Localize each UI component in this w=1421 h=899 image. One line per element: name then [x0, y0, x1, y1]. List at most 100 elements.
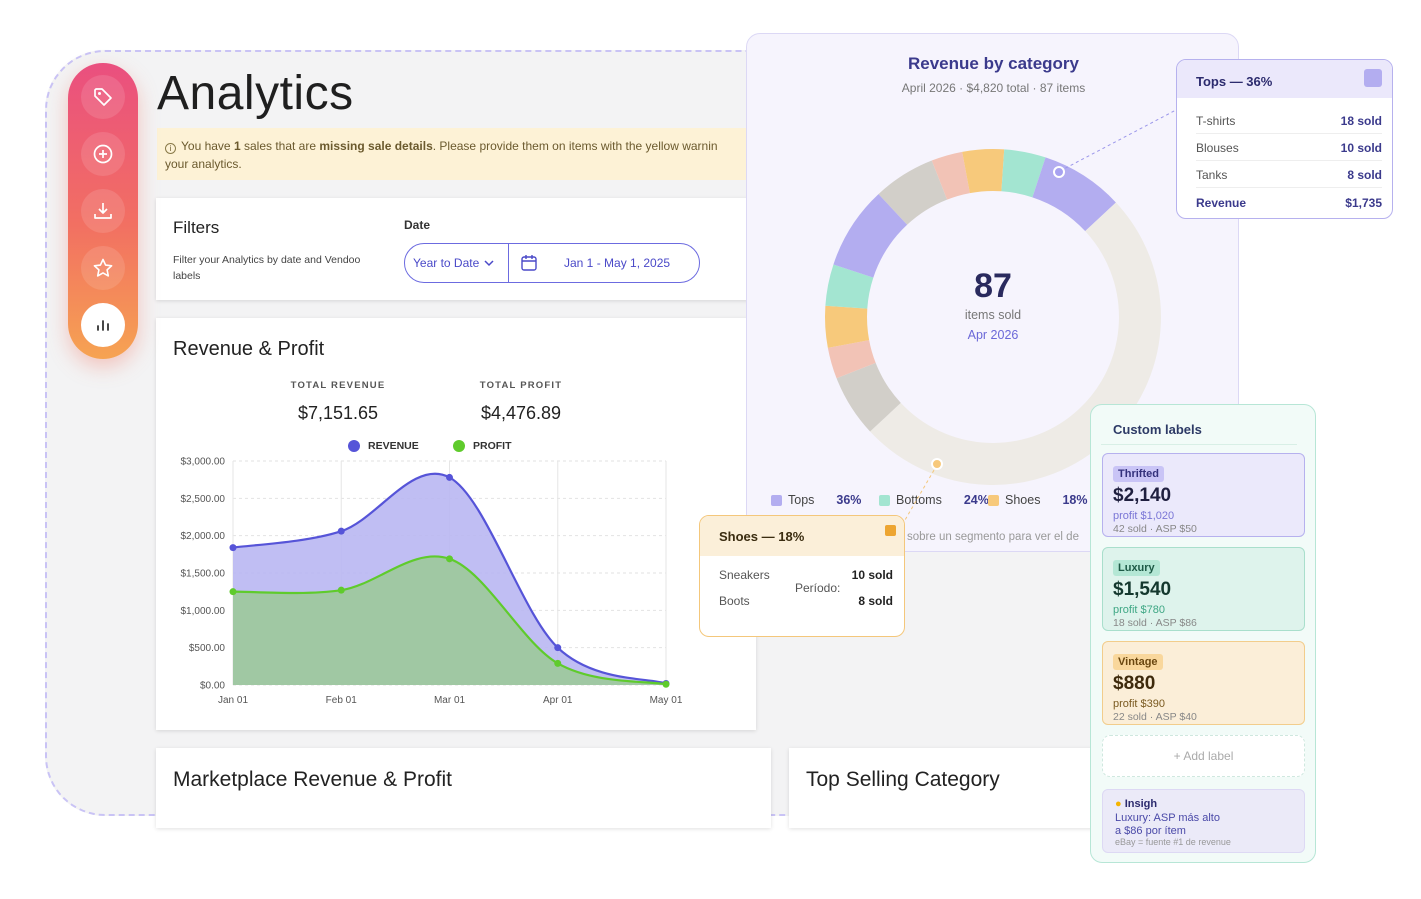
filters-description: Filter your Analytics by date and Vendoo… [173, 254, 361, 282]
lightbulb-icon: ● [1115, 798, 1122, 810]
row-label: T-shirts [1196, 114, 1236, 128]
filters-card: Filters Filter your Analytics by date an… [156, 198, 756, 300]
x-tick-label: Feb 01 [326, 695, 358, 706]
data-point [554, 659, 562, 667]
label-amount: $880 [1113, 673, 1156, 694]
row-value: 8 sold [1347, 168, 1382, 182]
insight-line: eBay = fuente #1 de revenue [1115, 837, 1231, 847]
tops-row-tanks: Tanks 8 sold [1196, 168, 1382, 188]
tops-row-tshirts: T-shirts 18 sold [1196, 114, 1382, 134]
tops-tooltip-title: Tops — 36% [1196, 74, 1273, 89]
label-amount: $2,140 [1113, 485, 1172, 506]
legend-shoes[interactable]: Shoes 18% [988, 493, 1087, 507]
total-profit-label: TOTAL PROFIT [479, 380, 563, 391]
shoes-legend-pct: 18% [1062, 493, 1088, 507]
donut-segment [833, 194, 908, 279]
y-tick-label: $500.00 [189, 643, 226, 654]
donut-subtitle: April 2026 · $4,820 total · 87 items [901, 81, 1086, 95]
shoes-period-label: Período: [795, 581, 841, 595]
tops-row-blouses: Blouses 10 sold [1196, 141, 1382, 161]
total-profit-kpi: TOTAL PROFIT $4,476.89 [451, 380, 591, 424]
label-badge: Vintage [1113, 654, 1163, 670]
range-select-value: Year to Date [413, 256, 480, 270]
custom-labels-panel: Custom labels Thrifted $2,140 profit $1,… [1090, 404, 1316, 863]
label-profit: profit $1,020 [1113, 510, 1175, 522]
info-icon: i [165, 143, 176, 154]
revenue-profit-title: Revenue & Profit [173, 338, 325, 360]
x-tick-label: Apr 01 [543, 695, 573, 706]
warning-count: 1 [233, 139, 241, 153]
sidebar-item-favorites[interactable] [81, 246, 125, 290]
label-card-vintage[interactable]: Vintage $880 profit $390 22 sold · ASP $… [1102, 641, 1305, 725]
bottoms-swatch [879, 494, 890, 506]
donut-segment [878, 160, 948, 226]
page-title: Analytics [157, 67, 354, 120]
insight-card: ● Insigh Luxury: ASP más alto a $86 por … [1102, 789, 1305, 853]
tops-legend-label: Tops [788, 493, 815, 507]
missing-details-warning: i You have 1 sales that are missing sale … [157, 128, 757, 180]
label-card-luxury[interactable]: Luxury $1,540 profit $780 18 sold · ASP … [1102, 547, 1305, 631]
row-label: Blouses [1196, 141, 1239, 155]
date-filter: Year to Date Jan 1 - May 1, 2025 [404, 243, 700, 283]
chevron-down-icon [484, 260, 494, 267]
data-point [337, 586, 345, 594]
label-card-thrifted[interactable]: Thrifted $2,140 profit $1,020 42 sold · … [1102, 453, 1305, 537]
star-icon [93, 258, 113, 277]
revenue-profit-card: Revenue & Profit TOTAL REVENUE $7,151.65… [156, 318, 756, 730]
bar-chart-icon [97, 320, 109, 331]
insight-title: Insigh [1124, 798, 1158, 810]
legend-revenue[interactable]: REVENUE [348, 440, 419, 452]
donut-segment [962, 149, 1005, 194]
range-select[interactable]: Year to Date [405, 244, 509, 282]
donut-center-period: Apr 2026 [967, 328, 1019, 342]
sidebar-item-labels[interactable] [81, 75, 125, 119]
label-badge: Luxury [1113, 560, 1160, 576]
shoes-row-sneakers-value: 10 sold [851, 568, 893, 582]
y-tick-label: $3,000.00 [181, 457, 226, 468]
add-label-button[interactable]: + Add label [1102, 735, 1305, 777]
label-profit: profit $390 [1113, 698, 1165, 710]
tops-color-swatch [1364, 69, 1382, 87]
revenue-profit-chart: $0.00 $500.00 $1,000.00 $1,500.00 $2,000.00 $… [181, 457, 683, 707]
insight-title-row: ● Insigh [1115, 797, 1304, 811]
series-line [232, 472, 667, 685]
date-range-picker[interactable]: Jan 1 - May 1, 2025 [510, 244, 699, 282]
custom-labels-title: Custom labels [1113, 422, 1202, 437]
donut-segment [931, 151, 971, 200]
shoes-color-swatch [885, 525, 896, 536]
divider [1101, 444, 1297, 445]
insight-line: a $86 por ítem [1115, 825, 1186, 837]
donut-title: Revenue by category [907, 54, 1079, 73]
donut-segment [825, 305, 870, 348]
donut-segment [827, 339, 876, 379]
tops-row-revenue: Revenue $1,735 [1196, 196, 1382, 215]
legend-bottoms[interactable]: Bottoms 24% [879, 493, 989, 507]
label-badge: Thrifted [1113, 466, 1164, 482]
row-value: 18 sold [1340, 114, 1382, 128]
top-selling-card: Top Selling Category [789, 748, 1109, 828]
profit-legend-dot [453, 440, 465, 452]
label-profit: profit $780 [1113, 604, 1165, 616]
donut-center-label: items sold [964, 308, 1022, 322]
bottoms-legend-label: Bottoms [896, 493, 942, 507]
plus-circle-icon [93, 144, 113, 164]
data-point [662, 680, 670, 688]
legend-profit[interactable]: PROFIT [453, 440, 512, 452]
total-revenue-kpi: TOTAL REVENUE $7,151.65 [268, 380, 408, 424]
sidebar-item-import[interactable] [81, 189, 125, 233]
y-tick-label: $2,000.00 [181, 531, 226, 542]
legend-tops[interactable]: Tops 36% [771, 493, 861, 507]
row-value: 10 sold [1340, 141, 1382, 155]
top-selling-title: Top Selling Category [806, 768, 1000, 791]
total-profit-value: $4,476.89 [480, 403, 562, 423]
x-tick-label: May 01 [650, 695, 683, 706]
label-sold: 18 sold · ASP $86 [1113, 617, 1197, 629]
warning-text: You have [181, 139, 234, 153]
x-tick-label: Jan 01 [218, 695, 248, 706]
y-tick-label: $1,500.00 [181, 569, 226, 580]
sidebar-item-analytics[interactable] [81, 303, 125, 347]
bottoms-legend-pct: 24% [963, 493, 989, 507]
sidebar-item-add[interactable] [81, 132, 125, 176]
tops-legend-pct: 36% [836, 493, 862, 507]
data-point [337, 527, 345, 535]
